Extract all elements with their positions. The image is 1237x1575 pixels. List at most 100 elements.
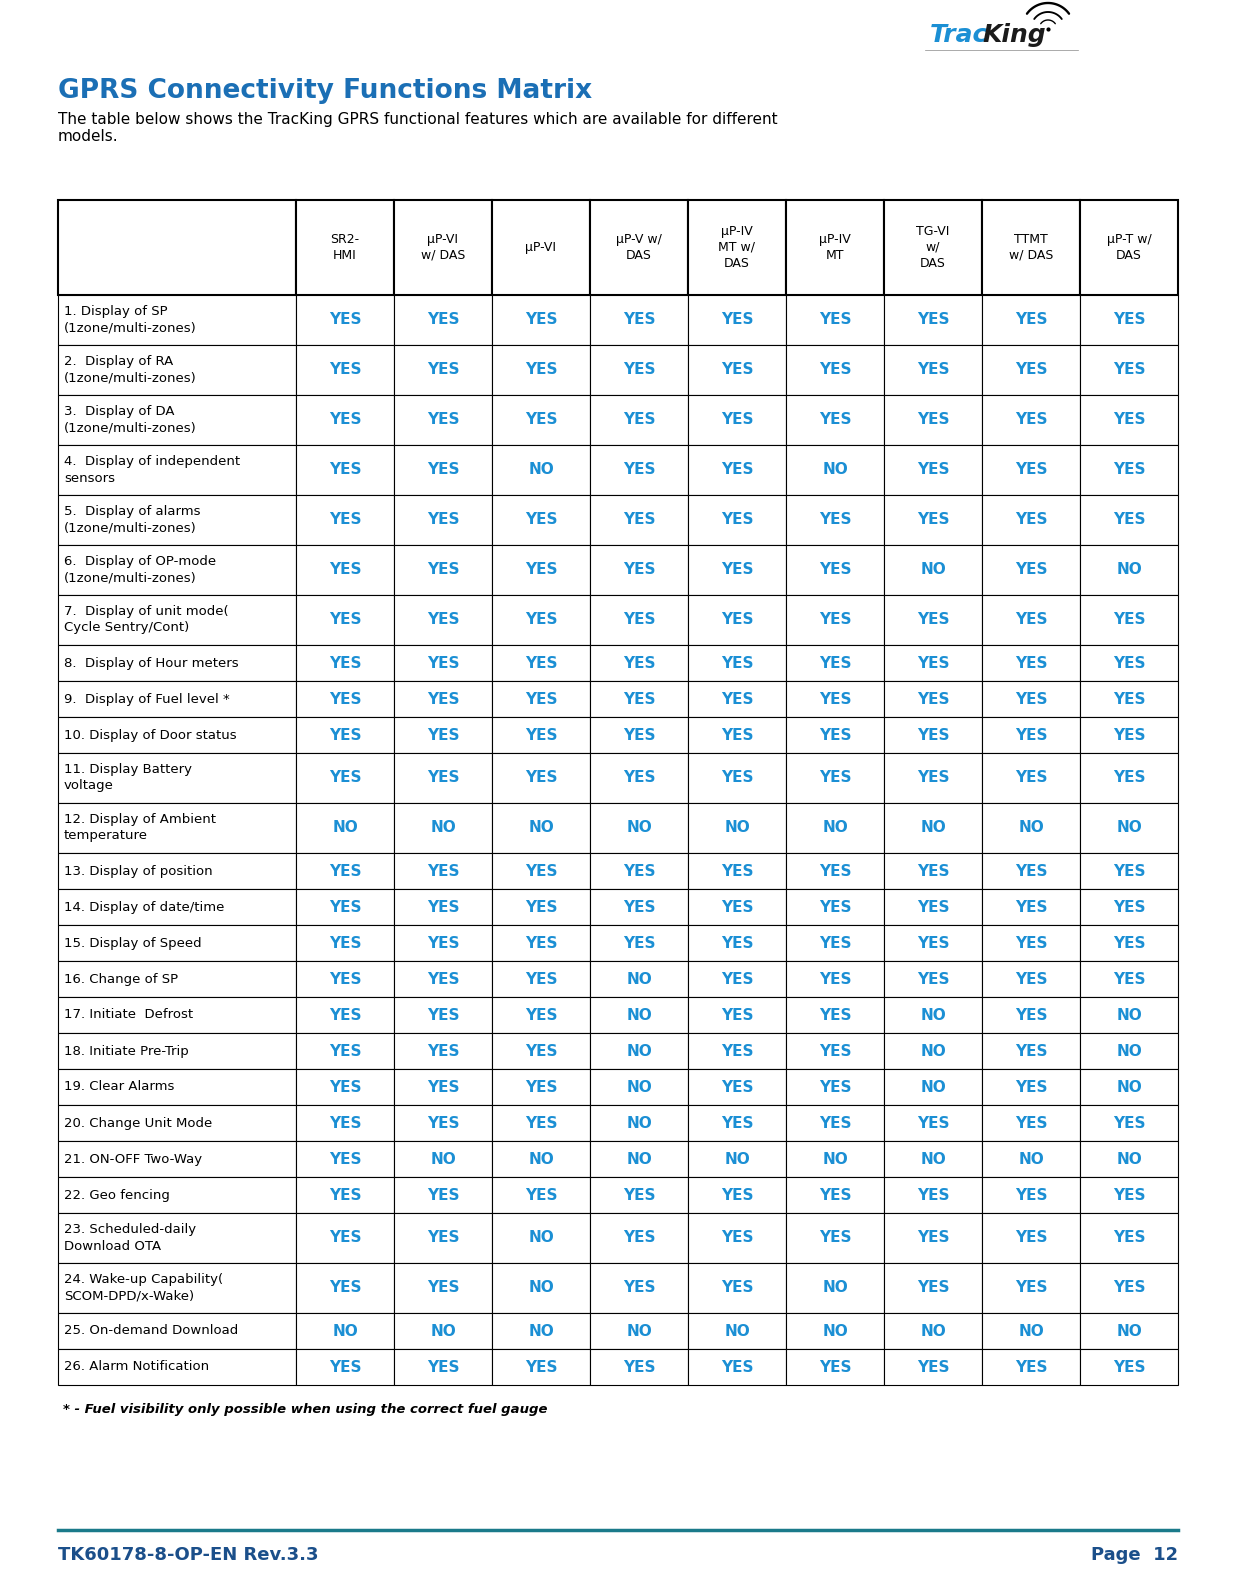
Text: YES: YES xyxy=(1014,728,1048,742)
Text: YES: YES xyxy=(524,1044,557,1058)
Text: YES: YES xyxy=(721,655,753,671)
Text: YES: YES xyxy=(819,512,851,528)
Bar xyxy=(590,717,688,753)
Bar xyxy=(688,854,785,888)
Text: 10. Display of Door status: 10. Display of Door status xyxy=(64,729,236,742)
Bar xyxy=(296,717,395,753)
Bar xyxy=(982,1314,1080,1350)
Text: YES: YES xyxy=(524,728,557,742)
Bar xyxy=(1080,545,1178,595)
Bar xyxy=(982,925,1080,961)
Text: 11. Display Battery
voltage: 11. Display Battery voltage xyxy=(64,764,192,792)
Text: YES: YES xyxy=(721,463,753,477)
Bar xyxy=(590,595,688,646)
Bar xyxy=(395,803,492,854)
Bar xyxy=(296,753,395,803)
Text: NO: NO xyxy=(1018,1151,1044,1167)
Bar xyxy=(1080,200,1178,295)
Bar xyxy=(492,717,590,753)
Bar xyxy=(1080,345,1178,395)
Bar xyxy=(785,395,884,446)
Bar xyxy=(395,545,492,595)
Bar xyxy=(58,345,296,395)
Text: YES: YES xyxy=(622,1230,656,1246)
Text: 1. Display of SP
(1zone/multi-zones): 1. Display of SP (1zone/multi-zones) xyxy=(64,306,197,334)
Text: YES: YES xyxy=(427,899,459,915)
Text: King: King xyxy=(982,24,1045,47)
Bar xyxy=(492,854,590,888)
Bar xyxy=(492,1213,590,1263)
Bar xyxy=(590,495,688,545)
Bar xyxy=(1080,961,1178,997)
Bar xyxy=(590,646,688,680)
Text: YES: YES xyxy=(329,770,361,786)
Bar xyxy=(296,1106,395,1140)
Text: YES: YES xyxy=(1113,312,1145,328)
Bar xyxy=(395,200,492,295)
Text: 9.  Display of Fuel level *: 9. Display of Fuel level * xyxy=(64,693,230,706)
Bar xyxy=(492,495,590,545)
Text: YES: YES xyxy=(524,691,557,707)
Bar xyxy=(590,854,688,888)
Text: NO: NO xyxy=(920,1008,946,1022)
Text: YES: YES xyxy=(427,562,459,578)
Bar xyxy=(58,595,296,646)
Bar xyxy=(296,200,395,295)
Text: YES: YES xyxy=(917,691,949,707)
Text: 3.  Display of DA
(1zone/multi-zones): 3. Display of DA (1zone/multi-zones) xyxy=(64,405,197,435)
Bar xyxy=(688,753,785,803)
Bar xyxy=(1080,595,1178,646)
Text: NO: NO xyxy=(823,463,847,477)
Text: YES: YES xyxy=(427,613,459,627)
Text: YES: YES xyxy=(721,770,753,786)
Bar xyxy=(1080,1033,1178,1069)
Bar xyxy=(395,888,492,925)
Text: 7.  Display of unit mode(
Cycle Sentry/Cont): 7. Display of unit mode( Cycle Sentry/Co… xyxy=(64,605,229,635)
Text: YES: YES xyxy=(524,1359,557,1375)
Bar xyxy=(492,1140,590,1177)
Text: YES: YES xyxy=(1014,863,1048,879)
Bar xyxy=(590,1314,688,1350)
Text: NO: NO xyxy=(1116,1008,1142,1022)
Bar xyxy=(395,854,492,888)
Text: YES: YES xyxy=(819,362,851,378)
Bar xyxy=(1080,446,1178,495)
Bar xyxy=(1080,295,1178,345)
Text: YES: YES xyxy=(1014,512,1048,528)
Bar xyxy=(395,1350,492,1384)
Bar xyxy=(884,1140,982,1177)
Bar xyxy=(982,803,1080,854)
Bar xyxy=(58,1350,296,1384)
Bar xyxy=(884,1350,982,1384)
Bar xyxy=(884,1314,982,1350)
Bar xyxy=(492,1106,590,1140)
Bar xyxy=(785,1314,884,1350)
Text: YES: YES xyxy=(524,936,557,950)
Text: YES: YES xyxy=(917,362,949,378)
Bar xyxy=(590,1350,688,1384)
Text: NO: NO xyxy=(920,562,946,578)
Bar xyxy=(395,1069,492,1106)
Text: YES: YES xyxy=(1014,1115,1048,1131)
Text: YES: YES xyxy=(622,613,656,627)
Text: YES: YES xyxy=(819,1008,851,1022)
Text: YES: YES xyxy=(917,1280,949,1296)
Text: YES: YES xyxy=(427,1079,459,1095)
Text: YES: YES xyxy=(721,1230,753,1246)
Text: YES: YES xyxy=(1113,1359,1145,1375)
Text: YES: YES xyxy=(329,728,361,742)
Text: YES: YES xyxy=(329,936,361,950)
Text: YES: YES xyxy=(1113,899,1145,915)
Bar xyxy=(1080,925,1178,961)
Bar xyxy=(296,495,395,545)
Bar xyxy=(58,295,296,345)
Bar xyxy=(785,446,884,495)
Bar xyxy=(1080,1140,1178,1177)
Text: YES: YES xyxy=(524,1008,557,1022)
Bar xyxy=(785,595,884,646)
Bar xyxy=(785,1106,884,1140)
Bar xyxy=(785,888,884,925)
Text: YES: YES xyxy=(1014,312,1048,328)
Text: YES: YES xyxy=(819,691,851,707)
Text: 8.  Display of Hour meters: 8. Display of Hour meters xyxy=(64,657,239,669)
